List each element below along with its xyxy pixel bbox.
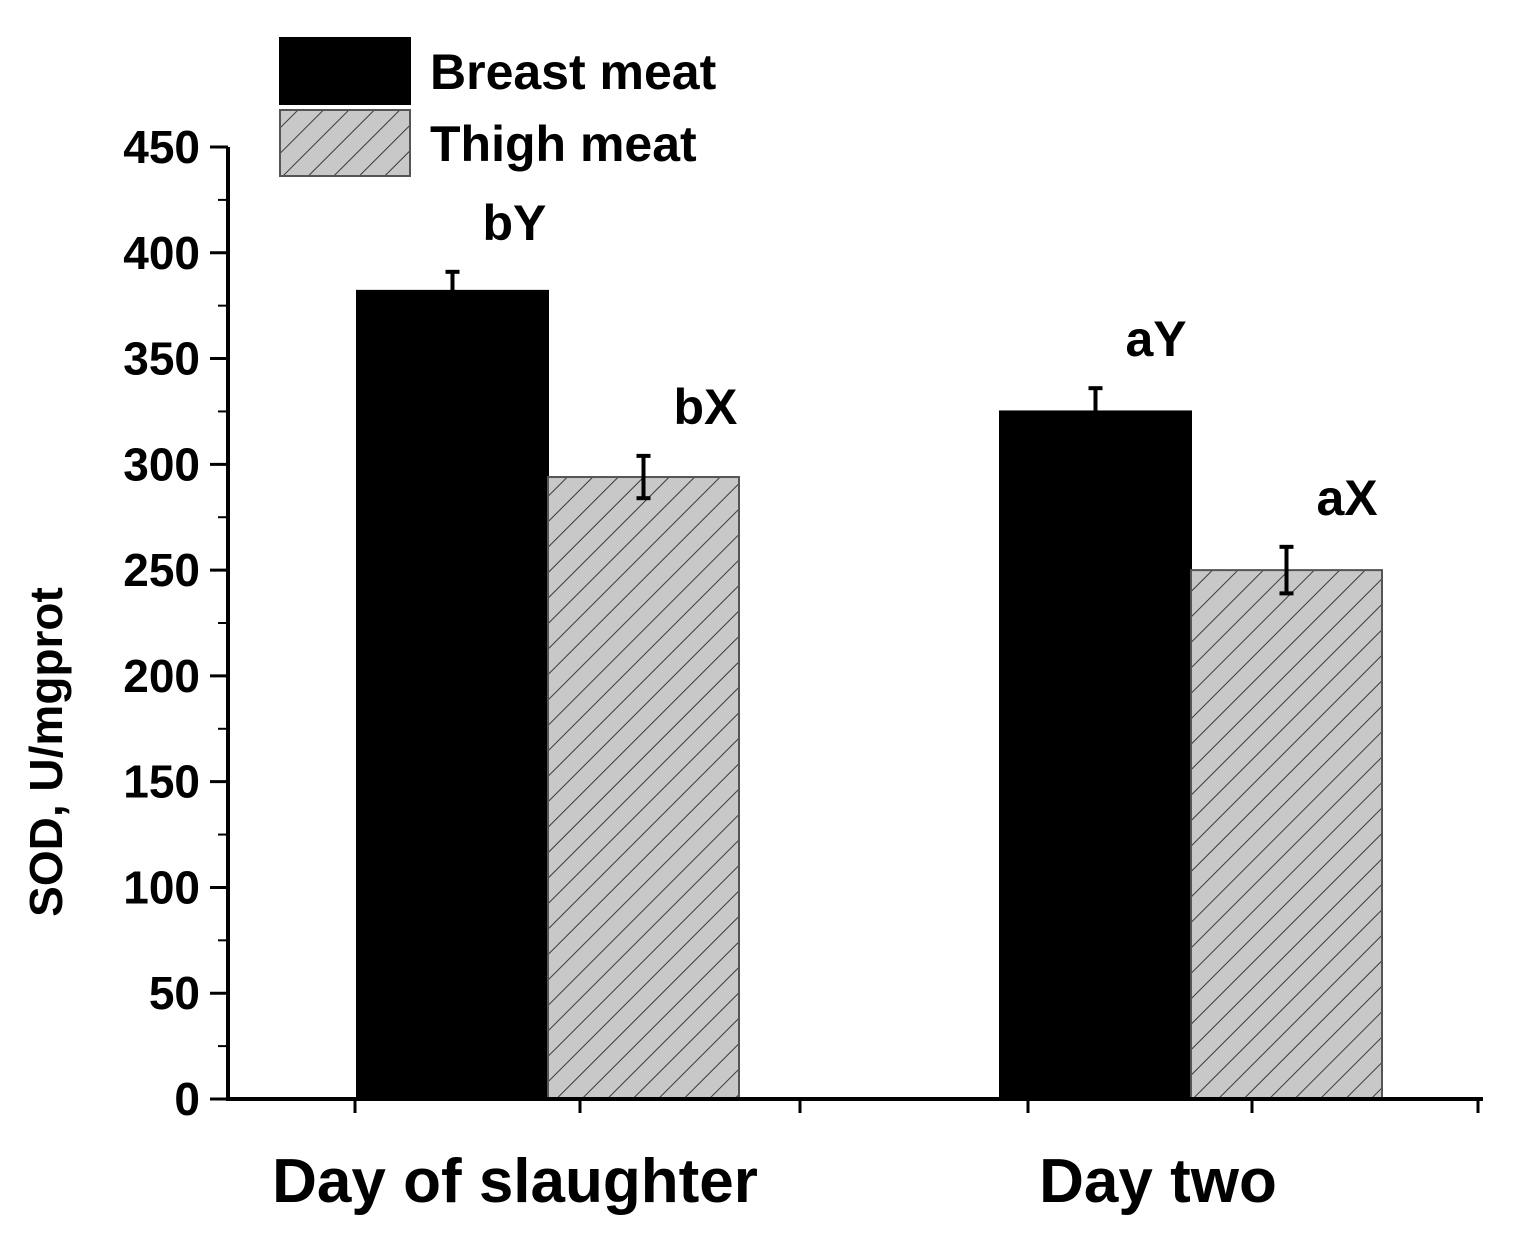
legend-swatch	[279, 37, 411, 105]
significance-label: bY	[483, 195, 547, 251]
significance-label: aX	[1317, 470, 1378, 526]
x-category-label: Day two	[1039, 1147, 1277, 1216]
x-category-label: Day of slaughter	[272, 1147, 758, 1216]
bar	[1190, 569, 1383, 1100]
y-axis-title: SOD, U/mgprot	[20, 587, 72, 917]
y-tick-label: 100	[123, 861, 200, 913]
bar	[999, 410, 1192, 1100]
y-tick-label: 50	[149, 967, 200, 1019]
error-bars-layer	[445, 269, 1294, 596]
significance-labels-layer: bY aY bX aX	[483, 195, 1378, 526]
category-labels-layer: Day of slaughter Day two	[272, 1147, 1277, 1216]
legend-entry-label: Thigh meat	[430, 116, 697, 172]
y-tick-label: 0	[174, 1073, 200, 1125]
bar	[547, 476, 740, 1100]
y-tick-label: 200	[123, 650, 200, 702]
y-tick-label: 400	[123, 227, 200, 279]
y-tick-label: 450	[123, 121, 200, 173]
y-tick-label: 300	[123, 438, 200, 490]
significance-label: bX	[674, 379, 738, 435]
bars-layer	[356, 289, 1383, 1100]
y-tick-label: 350	[123, 333, 200, 385]
legend-entry-label: Breast meat	[430, 44, 717, 100]
y-tick-label: 150	[123, 756, 200, 808]
y-ticks-layer: 0 50 100 150 200 250 300 350 400 450	[123, 121, 228, 1125]
y-tick-label: 250	[123, 544, 200, 596]
legend-swatch	[279, 109, 411, 177]
x-ticks-layer	[353, 1099, 1480, 1113]
legend: Breast meat Thigh meat	[279, 37, 717, 177]
significance-label: aY	[1126, 311, 1187, 367]
bar	[356, 289, 549, 1100]
